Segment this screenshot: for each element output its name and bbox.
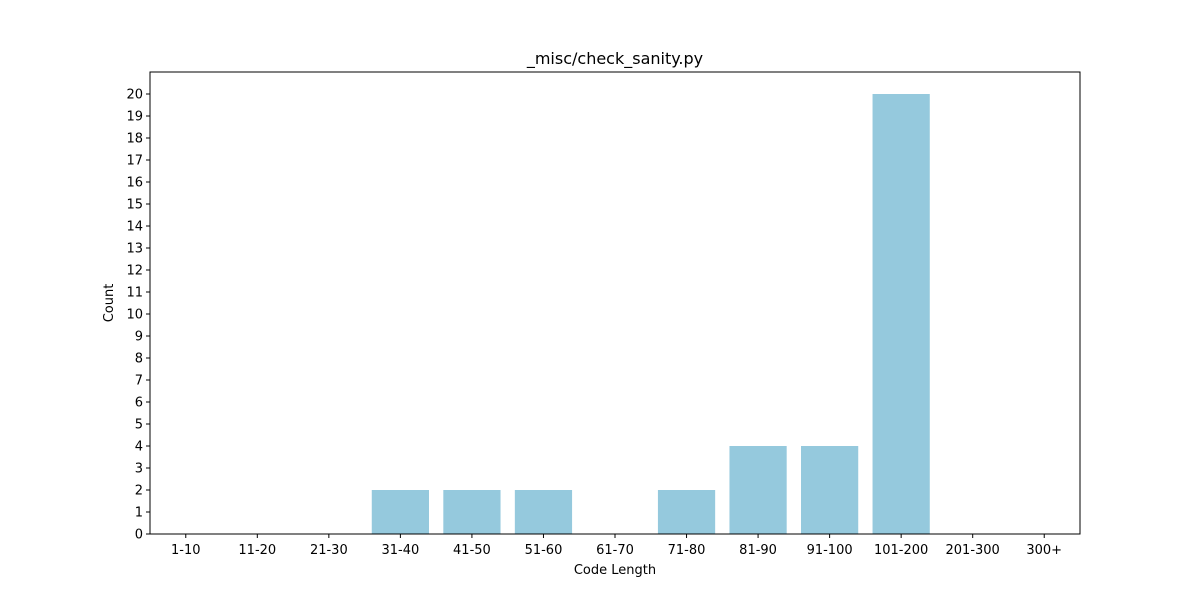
x-axis: 1-10 11-20 21-30 31-40 41-50 51-60 61-70 71-80 8… xyxy=(171,534,1062,558)
x-tick-label: 11-20 xyxy=(238,543,276,558)
y-tick-label: 14 xyxy=(126,220,143,235)
y-tick-label: 12 xyxy=(126,264,143,279)
bar-31-40 xyxy=(371,490,429,534)
chart-title: _misc/check_sanity.py xyxy=(526,49,703,69)
y-tick-label: 18 xyxy=(126,132,143,147)
bar-51-60 xyxy=(514,490,573,534)
y-axis-title: Count xyxy=(102,284,117,323)
x-tick-label: 1-10 xyxy=(171,543,201,558)
y-tick-label: 2 xyxy=(135,484,143,499)
y-tick-label: 5 xyxy=(135,418,143,433)
x-tick-label: 300+ xyxy=(1026,543,1062,558)
x-tick-label: 61-70 xyxy=(596,543,634,558)
y-tick-label: 7 xyxy=(135,374,143,389)
y-tick-label: 19 xyxy=(126,110,143,125)
x-tick-label: 91-100 xyxy=(807,543,853,558)
y-tick-label: 6 xyxy=(135,396,143,411)
x-tick-label: 71-80 xyxy=(668,543,706,558)
y-tick-label: 4 xyxy=(135,440,143,455)
x-tick-label: 31-40 xyxy=(381,543,419,558)
y-tick-label: 13 xyxy=(126,242,143,257)
bar-101-200 xyxy=(872,94,930,534)
x-axis-title: Code Length xyxy=(574,563,656,578)
y-tick-label: 20 xyxy=(126,88,143,103)
y-tick-label: 9 xyxy=(135,330,143,345)
x-tick-label: 51-60 xyxy=(525,543,563,558)
y-tick-label: 16 xyxy=(126,176,143,191)
bar-81-90 xyxy=(729,446,787,534)
x-tick-label: 21-30 xyxy=(310,543,348,558)
y-tick-label: 15 xyxy=(126,198,143,213)
y-tick-label: 10 xyxy=(126,308,143,323)
bars-group xyxy=(371,94,930,534)
x-tick-label: 201-300 xyxy=(946,543,1000,558)
y-tick-label: 17 xyxy=(126,154,143,169)
y-tick-label: 8 xyxy=(135,352,143,367)
y-tick-label: 0 xyxy=(135,528,143,543)
x-tick-label: 41-50 xyxy=(453,543,491,558)
x-tick-label: 101-200 xyxy=(874,543,928,558)
x-tick-label: 81-90 xyxy=(739,543,777,558)
y-tick-label: 1 xyxy=(135,506,143,521)
bar-41-50 xyxy=(443,490,501,534)
bar-71-80 xyxy=(657,490,716,534)
y-tick-label: 3 xyxy=(135,462,143,477)
y-tick-label: 11 xyxy=(126,286,143,301)
bar-91-100 xyxy=(801,446,859,534)
plot-frame xyxy=(149,71,1081,535)
